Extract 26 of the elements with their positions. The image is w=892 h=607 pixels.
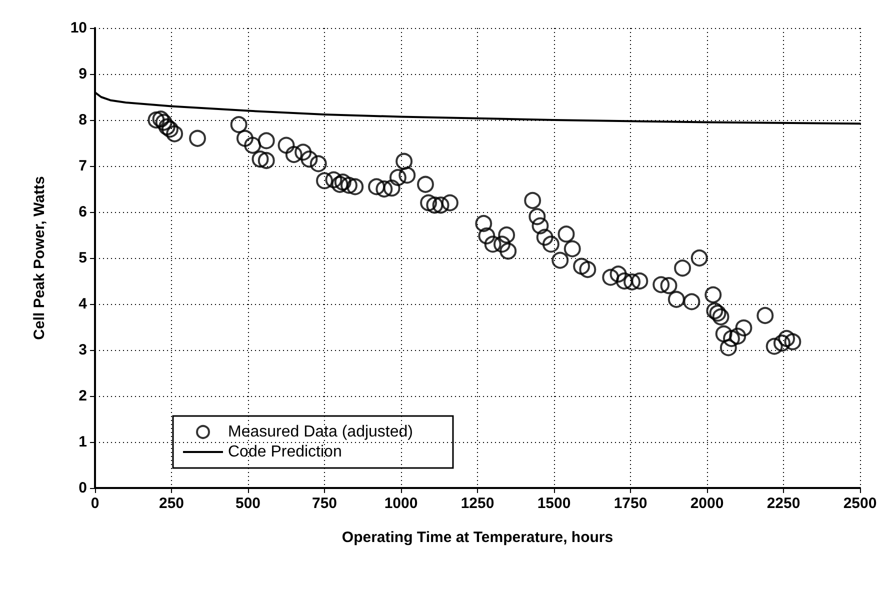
y-tick-label: 0	[78, 480, 87, 496]
x-tick-label: 2000	[690, 495, 724, 512]
legend-label: Code Prediction	[228, 444, 342, 460]
x-tick-label: 1750	[614, 495, 648, 512]
x-tick-label: 1500	[537, 495, 571, 512]
y-tick-label: 4	[78, 296, 88, 312]
y-axis-title: Cell Peak Power, Watts	[31, 176, 48, 340]
x-tick-label: 750	[312, 495, 338, 512]
y-tick-label: 3	[78, 342, 87, 358]
x-tick-label: 0	[90, 495, 100, 512]
y-tick-label: 7	[78, 158, 87, 174]
x-tick-label: 2250	[766, 495, 800, 512]
x-tick-label: 500	[235, 495, 261, 512]
y-tick-label: 9	[78, 66, 87, 82]
x-tick-label: 250	[158, 495, 184, 512]
y-tick-label: 1	[78, 434, 87, 450]
y-tick-label: 5	[78, 250, 87, 266]
y-tick-label: 6	[78, 204, 87, 220]
x-axis-title: Operating Time at Temperature, hours	[342, 529, 614, 546]
legend-label: Measured Data (adjusted)	[228, 424, 413, 440]
y-tick-label: 8	[78, 112, 87, 128]
x-tick-label: 2500	[843, 495, 877, 512]
y-tick-label: 2	[78, 388, 87, 404]
x-tick-label: 1250	[460, 495, 494, 512]
x-tick-label: 1000	[384, 495, 418, 512]
y-tick-label: 10	[70, 20, 87, 36]
